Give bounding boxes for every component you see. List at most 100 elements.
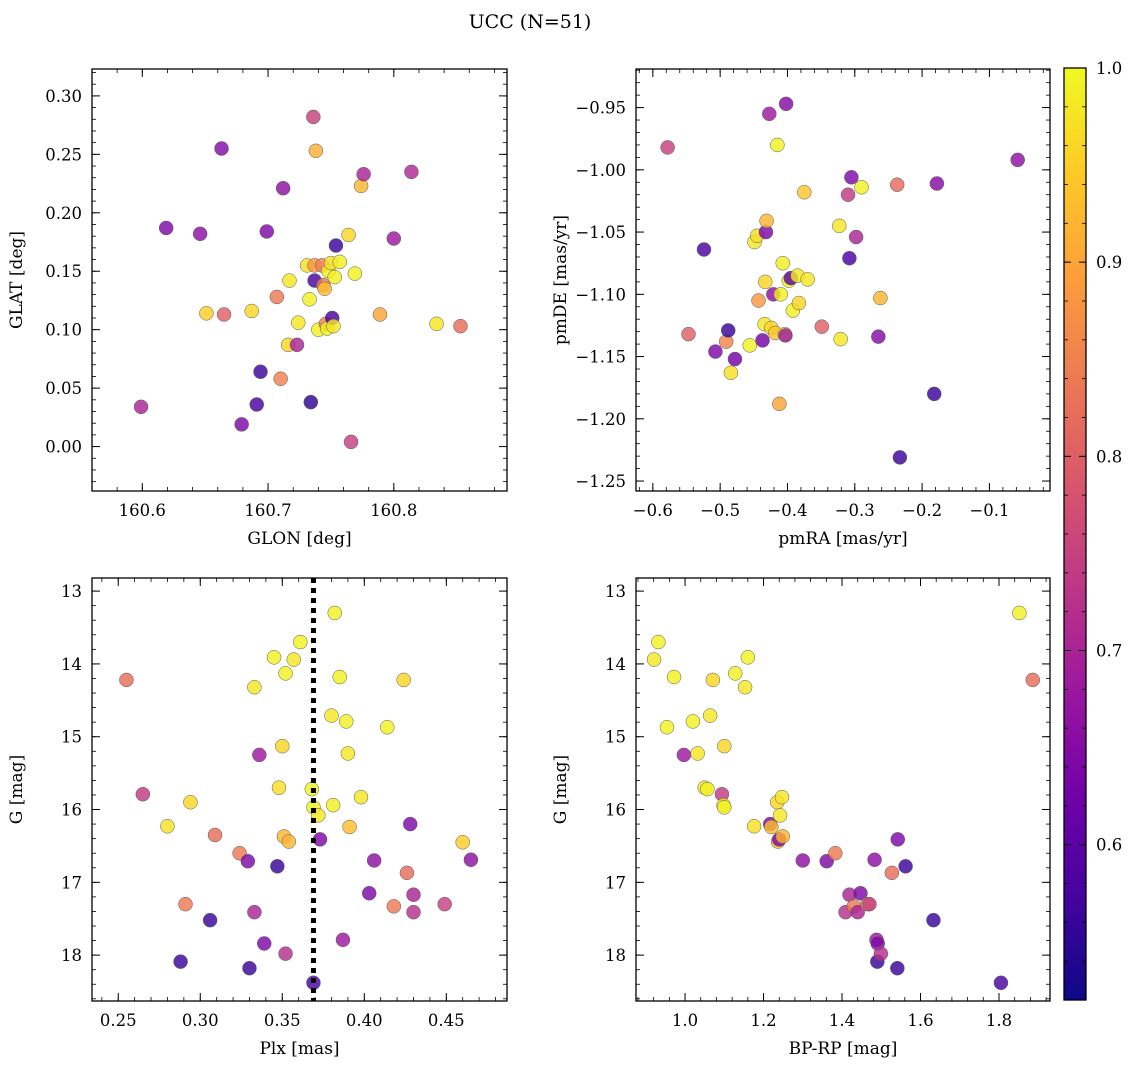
scatter-point bbox=[253, 364, 268, 380]
scatter-point bbox=[873, 946, 889, 961]
scatter-point bbox=[728, 666, 743, 681]
scatter-point bbox=[281, 834, 297, 849]
y-tick-label: 15 bbox=[605, 728, 626, 747]
x-axis-label: BP-RP [mag] bbox=[789, 1039, 898, 1059]
scatter-point bbox=[341, 227, 356, 243]
scatter-point bbox=[234, 417, 249, 432]
scatter-point bbox=[757, 274, 773, 290]
y-tick-label: −1.20 bbox=[575, 410, 626, 429]
x-tick-label: 160.8 bbox=[370, 501, 417, 520]
scatter-point bbox=[659, 720, 675, 735]
x-tick-label: 1.0 bbox=[672, 1011, 698, 1030]
scatter-point bbox=[353, 789, 369, 805]
scatter-point bbox=[720, 323, 736, 338]
scatter-point bbox=[740, 650, 756, 665]
scatter-point bbox=[727, 351, 743, 367]
scatter-point bbox=[252, 747, 267, 763]
scatter-point bbox=[764, 819, 779, 835]
scatter-point bbox=[646, 652, 662, 667]
colorbar-tick-label: 1.0 bbox=[1096, 59, 1122, 78]
scatter-point bbox=[889, 177, 905, 193]
scatter-point bbox=[306, 109, 321, 125]
x-tick-label: 0.30 bbox=[182, 1011, 219, 1030]
scatter-point bbox=[696, 242, 712, 257]
scatter-point bbox=[303, 394, 319, 410]
scatter-point bbox=[862, 896, 877, 912]
y-axis-label: GLAT [deg] bbox=[7, 231, 27, 329]
scatter-point bbox=[814, 319, 830, 334]
scatter-point bbox=[372, 307, 388, 322]
scatter-point bbox=[278, 666, 293, 681]
scatter-point bbox=[347, 266, 363, 281]
scatter-point bbox=[746, 819, 762, 834]
scatter-point bbox=[772, 396, 787, 412]
scatter-point bbox=[406, 904, 421, 920]
scatter-point bbox=[342, 819, 357, 835]
scatter-point bbox=[247, 904, 262, 920]
scatter-point bbox=[178, 896, 193, 912]
scatter-point bbox=[302, 292, 317, 307]
scatter-point bbox=[356, 166, 371, 182]
scatter-point bbox=[453, 318, 468, 334]
scatter-point bbox=[240, 853, 256, 869]
x-axis-label: pmRA [mas/yr] bbox=[778, 529, 907, 549]
scatter-point bbox=[249, 397, 264, 412]
y-tick-label: 0.10 bbox=[45, 321, 82, 340]
scatter-point bbox=[890, 960, 905, 976]
scatter-point bbox=[660, 140, 675, 155]
scatter-point bbox=[160, 819, 175, 834]
scatter-point bbox=[702, 708, 718, 723]
scatter-point bbox=[289, 337, 305, 353]
scatter-point bbox=[256, 936, 272, 951]
scatter-point bbox=[455, 835, 470, 850]
scatter-point bbox=[247, 679, 262, 695]
y-tick-label: 18 bbox=[61, 946, 82, 965]
scatter-point bbox=[867, 852, 882, 868]
x-tick-label: −0.4 bbox=[767, 501, 807, 520]
scatter-point bbox=[676, 747, 692, 763]
scatter-point bbox=[884, 865, 900, 881]
colorbar-tick-label: 0.8 bbox=[1096, 447, 1122, 466]
scatter-point bbox=[324, 708, 339, 723]
y-tick-label: 16 bbox=[605, 801, 626, 820]
scatter-point bbox=[690, 746, 705, 761]
y-axis-label: G [mag] bbox=[7, 755, 27, 824]
scatter-point bbox=[317, 281, 332, 297]
y-tick-label: −1.15 bbox=[575, 348, 626, 367]
x-tick-label: 0.25 bbox=[100, 1011, 137, 1030]
scatter-point bbox=[929, 176, 945, 191]
figure-title: UCC (N=51) bbox=[469, 11, 592, 33]
scatter-point bbox=[286, 652, 302, 667]
y-tick-label: 0.25 bbox=[45, 145, 82, 164]
scatter-point bbox=[759, 213, 774, 229]
y-tick-label: 0.00 bbox=[45, 438, 82, 457]
x-tick-label: −0.6 bbox=[633, 501, 673, 520]
scatter-points bbox=[133, 109, 468, 450]
scatter-point bbox=[269, 289, 285, 305]
scatter-point bbox=[266, 650, 282, 665]
y-tick-label: 15 bbox=[61, 728, 82, 747]
scatter-point bbox=[366, 853, 382, 868]
scatter-point bbox=[244, 303, 259, 319]
scatter-point bbox=[775, 829, 791, 844]
scatter-point bbox=[273, 371, 288, 387]
scatter-point bbox=[325, 797, 341, 813]
scatter-point bbox=[681, 326, 696, 342]
scatter-panel-2: −0.6 −0.5 −0.4 −0.3 −0.2 −0.1 −1.25 −1.20 −1.15 −… bbox=[551, 68, 1051, 549]
scatter-point bbox=[797, 184, 812, 200]
x-axis-label: GLON [deg] bbox=[247, 529, 351, 549]
x-tick-label: 1.2 bbox=[750, 1011, 776, 1030]
scatter-point bbox=[700, 781, 715, 797]
scatter-point bbox=[327, 605, 343, 621]
scatter-point bbox=[1025, 672, 1040, 688]
scatter-point bbox=[993, 975, 1009, 991]
scatter-point bbox=[386, 899, 402, 914]
scatter-point bbox=[437, 896, 452, 912]
scatter-point bbox=[183, 794, 198, 810]
y-tick-label: −1.00 bbox=[575, 161, 626, 180]
scatter-point bbox=[800, 272, 815, 287]
scatter-point bbox=[402, 816, 418, 832]
scatter-point bbox=[762, 106, 777, 122]
scatter-point bbox=[898, 859, 913, 874]
y-tick-label: 0.15 bbox=[45, 262, 82, 281]
